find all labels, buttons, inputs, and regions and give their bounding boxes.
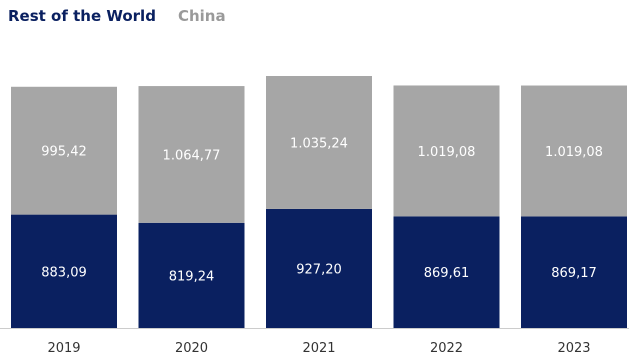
- bar-rest-of-world-2019: [11, 214, 117, 328]
- bar-china-2020: [138, 86, 245, 223]
- bar-rest-of-world-2020: [138, 222, 245, 328]
- data-label-rest-of-world-2023: 869,17: [551, 266, 597, 281]
- legend-rest-of-world: Rest of the World: [8, 7, 156, 25]
- x-tick-label-2019: 2019: [47, 341, 80, 356]
- data-label-china-2020: 1.064,77: [163, 148, 221, 163]
- bar-rest-of-world-2023: [521, 216, 627, 328]
- legend-china: China: [177, 7, 226, 25]
- x-tick-label-2023: 2023: [557, 341, 590, 356]
- bar-china-2022: [393, 85, 500, 217]
- bar-rest-of-world-2021: [266, 208, 372, 328]
- data-label-rest-of-world-2020: 819,24: [169, 269, 215, 284]
- data-label-china-2021: 1.035,24: [290, 136, 348, 151]
- bar-china-2023: [521, 85, 627, 217]
- data-label-rest-of-world-2019: 883,09: [41, 265, 87, 280]
- x-tick-label-2021: 2021: [302, 341, 335, 356]
- bar-china-2021: [266, 76, 372, 209]
- x-tick-label-2020: 2020: [175, 341, 208, 356]
- bar-rest-of-world-2022: [393, 216, 500, 328]
- data-label-china-2023: 1.019,08: [545, 145, 603, 160]
- x-tick-label-2022: 2022: [430, 341, 463, 356]
- data-label-china-2019: 995,42: [41, 145, 87, 160]
- data-label-rest-of-world-2022: 869,61: [424, 266, 470, 281]
- bar-china-2019: [11, 86, 117, 215]
- chart-legend: Rest of the World China: [8, 7, 226, 25]
- data-label-china-2022: 1.019,08: [418, 145, 476, 160]
- data-label-rest-of-world-2021: 927,20: [296, 262, 342, 277]
